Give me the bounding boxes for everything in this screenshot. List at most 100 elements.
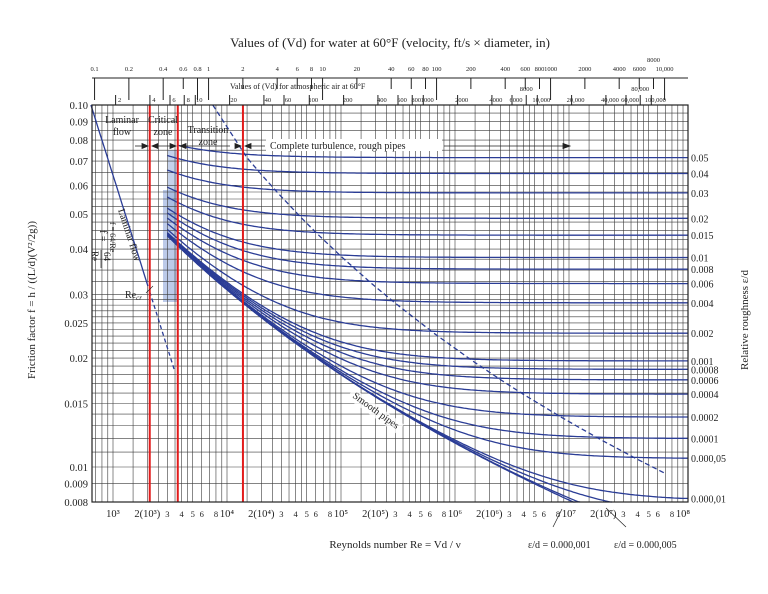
complete-turbulence-boundary	[212, 104, 665, 474]
water-vd-tick-label: 0.6	[179, 66, 188, 73]
x-tick-label: 2(10⁶)	[476, 509, 503, 520]
x-tick-label: 2(10⁵)	[362, 509, 389, 520]
roughness-label: 0.04	[691, 170, 709, 181]
x-tick-label: 3	[507, 509, 511, 519]
critical-zone-label: Critical	[148, 115, 178, 126]
roughness-curve	[167, 212, 688, 270]
y-tick-label: 0.04	[70, 245, 89, 256]
y-tick-label: 0.01	[70, 463, 88, 474]
x-tick-label: 4	[635, 509, 640, 519]
roughness-label: 0.0006	[691, 376, 719, 387]
x-tick-label: 3	[279, 509, 283, 519]
laminar-formula: f = 64 Re	[90, 230, 112, 268]
y-tick-label: 0.06	[70, 181, 88, 192]
air-vd-tick-label: 6000	[510, 97, 523, 104]
roughness-curve	[166, 234, 688, 418]
water-vd-tick-label: 800	[535, 66, 545, 73]
air-vd-tick-label: 600	[397, 97, 407, 104]
air-vd-tick-label: 40	[265, 97, 272, 104]
re-cr-label: Recr	[125, 290, 142, 302]
roughness-curve	[166, 223, 688, 304]
x-tick-label: 8	[556, 509, 560, 519]
roughness-curve	[167, 169, 688, 194]
air-vd-tick-label: 2	[118, 97, 121, 104]
x-tick-label: 6	[428, 509, 432, 519]
water-vd-tick-label: 60	[408, 66, 415, 73]
x-tick-label: 4	[407, 509, 412, 519]
water-vd-tick-label: 200	[466, 66, 476, 73]
roughness-label: 0.000,05	[691, 454, 726, 465]
x-tick-label: 8	[442, 509, 446, 519]
air-vd-tick-label: 20	[230, 97, 237, 104]
y-tick-label: 0.02	[70, 354, 88, 365]
roughness-curve	[166, 232, 688, 362]
chart-title: Values of (Vd) for water at 60°F (veloci…	[230, 35, 550, 50]
water-vd-tick-label: 8	[310, 66, 313, 73]
roughness-label: 0.0008	[691, 365, 719, 376]
roughness-curve	[167, 217, 688, 285]
water-vd-tick-label: 10	[319, 66, 326, 73]
x-tick-label: 2(10⁷)	[590, 509, 617, 520]
air-vd-tick-label: 1000	[421, 97, 434, 104]
roughness-label: 0.002	[691, 329, 714, 340]
air-scale-title: Values of (Vd) for atmospheric air at 60…	[230, 82, 366, 91]
air-vd-tick-label: 80,000	[631, 86, 649, 93]
x-tick-label: 10⁴	[220, 509, 235, 520]
y-tick-label: 0.07	[70, 157, 88, 168]
air-vd-tick-label: 2000	[455, 97, 468, 104]
zone-lines	[148, 105, 244, 502]
roughness-label: 0.001	[691, 357, 714, 368]
axis-ticks: 0.050.040.030.020.0150.010.0080.0060.004…	[64, 101, 726, 520]
air-vd-tick-label: 10,000	[532, 97, 550, 104]
x-tick-label: 6	[200, 509, 204, 519]
formula-num: 64	[102, 252, 112, 262]
critical-zone-label-2: zone	[154, 127, 173, 138]
y-tick-label: 0.008	[64, 498, 88, 509]
critical-zone-shading-upper	[168, 150, 178, 220]
x-tick-label: 3	[165, 509, 169, 519]
water-vd-tick-label: 40	[388, 66, 395, 73]
water-vd-tick-label: 2	[241, 66, 244, 73]
x-tick-label: 10⁶	[448, 509, 463, 520]
roughness-label: 0.006	[691, 280, 714, 291]
roughness-curve	[166, 233, 688, 381]
water-vd-tick-label: 2000	[578, 66, 591, 73]
roughness-curve	[167, 196, 688, 236]
roughness-label: 0.05	[691, 154, 709, 165]
x-tick-label: 4	[293, 509, 298, 519]
zone-arrows	[135, 142, 572, 150]
air-vd-tick-label: 8	[187, 97, 190, 104]
roughness-label: 0.015	[691, 231, 714, 242]
air-vd-tick-label: 4	[152, 97, 156, 104]
water-vd-tick-label: 400	[500, 66, 510, 73]
complete-turbulence-bg	[266, 139, 442, 151]
y-tick-label: 0.025	[64, 319, 88, 330]
x-tick-label: 6	[542, 509, 546, 519]
complete-turbulence-label: Complete turbulence, rough pipes	[270, 141, 406, 152]
air-vd-tick-label: 4000	[489, 97, 502, 104]
water-vd-tick-label: 4	[276, 66, 280, 73]
roughness-label: 0.0002	[691, 413, 719, 424]
roughness-curve	[166, 229, 688, 334]
x-tick-label: 3	[393, 509, 397, 519]
x-tick-label: 3	[621, 509, 625, 519]
x-tick-label: 5	[419, 509, 423, 519]
x-axis-label: Reynolds number Re = Vd / ν	[329, 539, 460, 551]
curves	[90, 104, 688, 503]
eps-000005-label: ε/d = 0.000,005	[614, 540, 677, 551]
transition-zone-label-2: zone	[199, 137, 218, 148]
water-vd-tick-label: 6	[296, 66, 300, 73]
transition-zone-label: Transition	[188, 125, 229, 136]
x-tick-label: 2(10⁴)	[248, 509, 275, 520]
air-vd-tick-label: 60	[285, 97, 292, 104]
y-axis-label: Friction factor f = h / ((L/d)(V²/2g))	[26, 221, 38, 379]
air-vd-tick-label: 8000	[520, 86, 533, 93]
air-vd-tick-label: 10	[196, 97, 203, 104]
air-vd-tick-label: 200	[343, 97, 353, 104]
top-vd-scales: 0.1 0.2 0.4 0.6 0.8 1 2 4 6 8 10 20 40 60 80 100 200 400 6…	[91, 57, 688, 105]
water-vd-tick-label: 0.2	[125, 66, 133, 73]
grid	[92, 105, 688, 502]
roughness-curve	[167, 154, 688, 175]
water-vd-tick-label: 1000	[544, 66, 557, 73]
x-tick-label: 10⁵	[334, 509, 349, 520]
